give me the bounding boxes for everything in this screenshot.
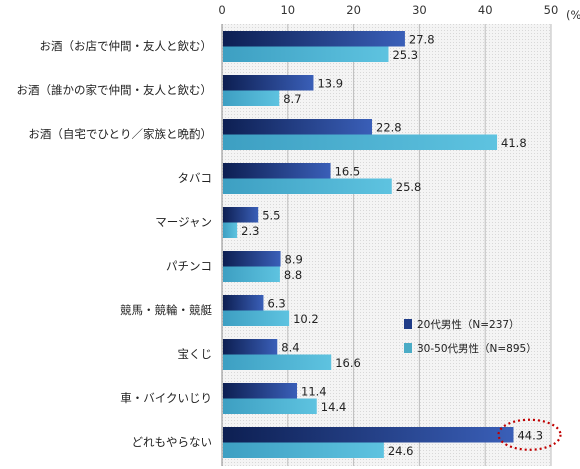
data-labels: 27.825.3 13.9 8.7 22.8 41.8 16.5 25.8 5.52.3 8.9… <box>241 33 543 459</box>
category-label: タバコ <box>178 171 213 185</box>
category-label: パチンコ <box>166 259 212 273</box>
data-label: 27.8 <box>409 33 435 47</box>
bar-series-1 <box>223 383 298 399</box>
legend: 20代男性（N=237） 30-50代男性（N=895） <box>404 318 537 355</box>
bar-series-1 <box>223 119 373 135</box>
bar-series-2 <box>223 178 392 194</box>
category-label: どれもやらない <box>132 435 213 449</box>
data-label: 10.2 <box>293 312 319 326</box>
data-label: 6.3 <box>267 297 285 311</box>
bar-series-2 <box>223 442 384 458</box>
data-label: 41.8 <box>501 136 527 150</box>
data-label: 8.4 <box>281 341 299 355</box>
data-label: 16.6 <box>335 356 361 370</box>
category-label: マージャン <box>155 215 212 229</box>
category-label: 競馬・競輪・競艇 <box>120 303 212 317</box>
category-label: お酒（自宅でひとり／家族と晩酌） <box>28 127 212 141</box>
bar-series-1 <box>223 427 514 443</box>
data-label: 5.5 <box>262 209 280 223</box>
bar-series-1 <box>223 251 281 267</box>
bar-series-2 <box>223 134 498 150</box>
highlight-annotation <box>497 418 562 451</box>
x-tick-label: 50 <box>544 3 559 17</box>
legend-swatch <box>404 319 412 329</box>
data-label: 8.8 <box>284 268 302 282</box>
bar-series-1 <box>223 295 264 311</box>
data-label: 25.3 <box>392 48 418 62</box>
legend-swatch <box>404 343 412 353</box>
unit-label: (% <box>566 8 580 22</box>
data-label: 11.4 <box>301 385 327 399</box>
x-tick-label: 30 <box>412 3 427 17</box>
bar-series-2 <box>223 354 332 370</box>
data-label: 16.5 <box>335 165 361 179</box>
bar-series-1 <box>223 339 278 355</box>
data-label: 8.9 <box>285 253 303 267</box>
legend-label: 20代男性（N=237） <box>417 318 520 331</box>
data-label: 24.6 <box>388 444 414 458</box>
category-labels: お酒（お店で仲間・友人と飲む） お酒（誰かの家で仲間・友人と飲む） お酒（自宅でひと… <box>17 39 213 449</box>
x-tick-label: 40 <box>478 3 493 17</box>
bar-series-2 <box>223 266 280 282</box>
bar-series-2 <box>223 310 290 326</box>
data-label: 44.3 <box>517 429 543 443</box>
x-axis: 0 10 20 30 40 50 (% <box>218 3 580 466</box>
bar-series-2 <box>223 46 389 62</box>
x-tick-label: 0 <box>218 3 225 17</box>
category-label: 宝くじ <box>178 347 213 361</box>
data-label: 8.7 <box>283 92 301 106</box>
legend-label: 30-50代男性（N=895） <box>417 342 537 355</box>
data-label: 13.9 <box>317 77 343 91</box>
data-label: 2.3 <box>241 224 259 238</box>
bar-series-2 <box>223 90 280 106</box>
bar-series-1 <box>223 75 314 91</box>
category-label: お酒（お店で仲間・友人と飲む） <box>40 39 213 53</box>
bar-series-1 <box>223 163 331 179</box>
bar-series-2 <box>223 222 238 238</box>
data-label: 22.8 <box>376 121 402 135</box>
data-label: 25.8 <box>396 180 422 194</box>
category-label: 車・バイクいじり <box>120 391 212 405</box>
data-label: 14.4 <box>321 400 347 414</box>
bar-series-1 <box>223 207 259 223</box>
category-label: お酒（誰かの家で仲間・友人と飲む） <box>17 83 213 97</box>
bar-series-2 <box>223 398 317 414</box>
bars <box>223 31 514 458</box>
highlight-ellipse <box>497 418 562 451</box>
x-tick-label: 10 <box>280 3 295 17</box>
bar-series-1 <box>223 31 405 47</box>
x-tick-label: 20 <box>346 3 361 17</box>
